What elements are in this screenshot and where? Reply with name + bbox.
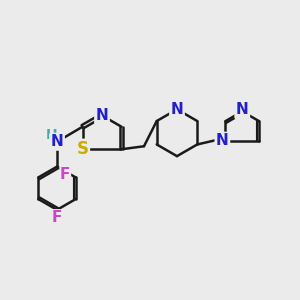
Text: S: S	[76, 140, 88, 158]
Text: N: N	[216, 133, 229, 148]
Text: F: F	[60, 167, 70, 182]
Text: N: N	[51, 134, 63, 149]
Text: N: N	[96, 108, 108, 123]
Text: N: N	[171, 102, 183, 117]
Text: N: N	[236, 102, 249, 117]
Text: F: F	[52, 210, 62, 225]
Text: H: H	[46, 128, 57, 142]
